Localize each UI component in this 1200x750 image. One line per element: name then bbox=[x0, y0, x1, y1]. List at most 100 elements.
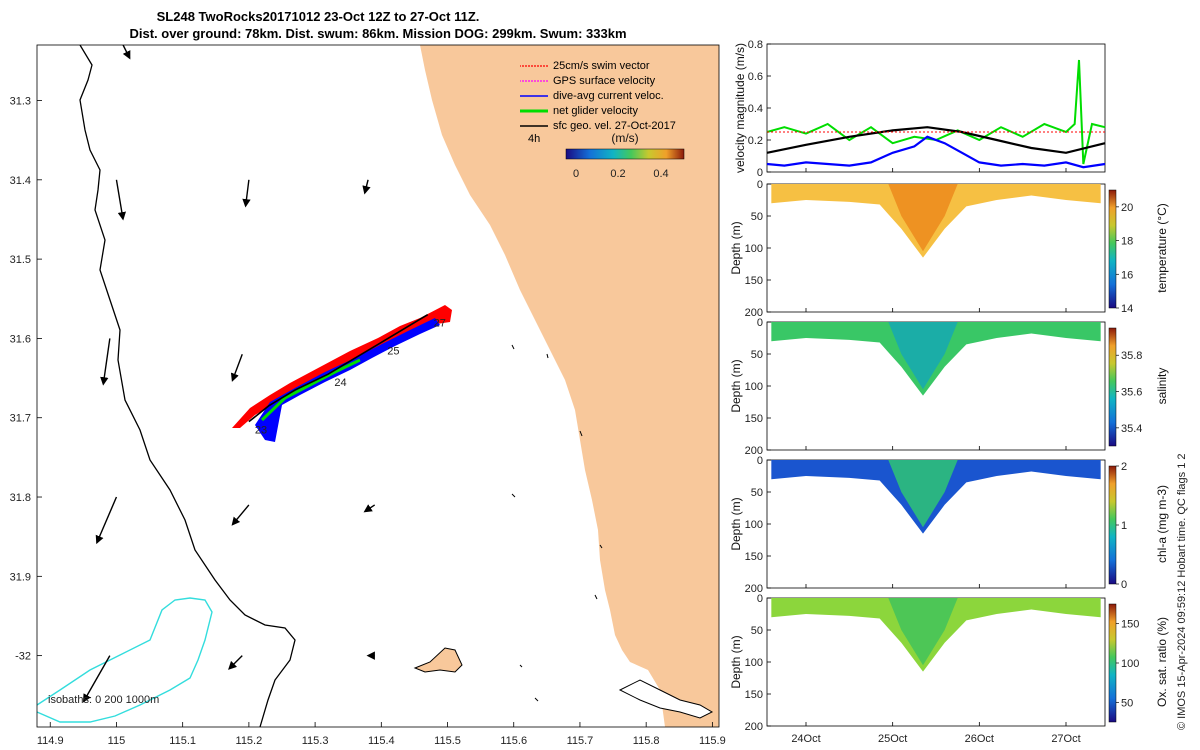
section-y-tick-label: 50 bbox=[751, 625, 763, 637]
speed-colorbar bbox=[565, 148, 685, 160]
section-y-tick-label: 0 bbox=[757, 455, 763, 467]
current-arrow bbox=[231, 504, 250, 526]
legend-gps-velocity: GPS surface velocity bbox=[520, 75, 656, 87]
legend-label: sfc geo. vel. 27-Oct-2017 bbox=[553, 120, 676, 132]
legend-sfc-geo: sfc geo. vel. 27-Oct-2017 bbox=[520, 120, 676, 132]
isobath-1000m bbox=[37, 597, 213, 723]
map-y-tick-label: 31.7 bbox=[10, 413, 31, 425]
track-day-label: 23 bbox=[255, 425, 267, 437]
colorbar-tick-label: 35.8 bbox=[1121, 350, 1142, 362]
velocity-ylabel: velocity magnitude (m/s) bbox=[733, 43, 747, 173]
current-arrow bbox=[230, 354, 243, 382]
map-x-tick-label: 115.2 bbox=[236, 735, 263, 747]
section-y-tick-label: 0 bbox=[757, 179, 763, 191]
land-area bbox=[420, 45, 719, 727]
colorbar-label: (m/s) bbox=[611, 131, 638, 145]
colorbar-tick-label: 50 bbox=[1121, 697, 1133, 709]
chart-title-line2: Dist. over ground: 78km. Dist. swum: 86k… bbox=[129, 26, 626, 41]
map-x-tick-label: 115.4 bbox=[368, 735, 395, 747]
section-core-feature bbox=[888, 598, 958, 666]
chart-title-line1: SL248 TwoRocks20171012 23-Oct 12Z to 27-… bbox=[157, 9, 480, 24]
section-ylabel: Depth (m) bbox=[729, 497, 743, 550]
footer-credit: © IMOS 15-Apr-2024 09:59:12 Hobart time.… bbox=[1176, 453, 1188, 730]
section-panel-chl-a: 0 50 100 150 200 Depth (m) 0 1 2 chl-a (mg m-3) bbox=[729, 455, 1169, 595]
track-day-label: 25 bbox=[387, 345, 399, 357]
map-x-tick-label: 115.5 bbox=[434, 735, 461, 747]
map-y-tick-label: 31.4 bbox=[10, 175, 31, 187]
time-axis: 24Oct 25Oct 26Oct 27Oct bbox=[791, 733, 1080, 745]
section-panel-oxygen: 0 50 100 150 200 Depth (m) 50 100 150 Ox. sat. ra… bbox=[729, 593, 1169, 733]
dive-avg-cloud bbox=[255, 318, 440, 442]
map-x-tick-label: 115 bbox=[108, 735, 126, 747]
map-y-tick-label: 31.5 bbox=[10, 254, 31, 266]
section-core-feature bbox=[888, 184, 958, 252]
section-colorbar bbox=[1108, 603, 1117, 723]
section-panel-salinity: 0 50 100 150 200 Depth (m) 35.4 35.6 35.8 salinit… bbox=[729, 317, 1169, 457]
velocity-y-tick-label: 0.6 bbox=[748, 71, 763, 83]
section-core-feature bbox=[888, 322, 958, 390]
colorbar-tick-label: 1 bbox=[1121, 520, 1127, 532]
section-y-tick-label: 100 bbox=[745, 519, 763, 531]
section-y-tick-label: 100 bbox=[745, 243, 763, 255]
section-y-tick-label: 0 bbox=[757, 317, 763, 329]
section-panel-temperature: 0 50 100 150 200 Depth (m) 14 16 18 20 temperature… bbox=[729, 179, 1169, 319]
section-colorbar bbox=[1108, 189, 1117, 309]
section-colorbar-label: temperature (°C) bbox=[1155, 203, 1169, 293]
track-line bbox=[248, 313, 429, 423]
section-ylabel: Depth (m) bbox=[729, 635, 743, 688]
island bbox=[413, 647, 463, 673]
map-legend: 25cm/s swim vector GPS surface velocity … bbox=[520, 60, 685, 180]
legend-label: net glider velocity bbox=[553, 105, 638, 117]
net-glider-track bbox=[260, 358, 361, 422]
map-x-tick-label: 115.1 bbox=[169, 735, 196, 747]
velocity-y-tick-label: 0.8 bbox=[748, 39, 763, 51]
section-y-tick-label: 50 bbox=[751, 487, 763, 499]
section-colorbar-label: Ox. sat. ratio (%) bbox=[1155, 617, 1169, 707]
colorbar-tick-label: 0 bbox=[1121, 579, 1127, 591]
map-x-axis: 114.9 115 115.1 115.2 115.3 115.4 115.5 115.6 11… bbox=[37, 722, 726, 747]
legend-label: GPS surface velocity bbox=[553, 75, 656, 87]
map-x-tick-label: 115.3 bbox=[302, 735, 329, 747]
colorbar-tick: 0.2 bbox=[610, 168, 625, 180]
map-y-tick-label: 31.8 bbox=[10, 492, 31, 504]
section-y-tick-label: 150 bbox=[745, 689, 763, 701]
time-tick-label: 25Oct bbox=[878, 733, 907, 745]
velocity-y-tick-label: 0 bbox=[757, 167, 763, 179]
section-ylabel: Depth (m) bbox=[729, 221, 743, 274]
colorbar-tick-label: 150 bbox=[1121, 619, 1139, 631]
colorbar-tick-label: 100 bbox=[1121, 658, 1139, 670]
map-y-tick-label: 31.3 bbox=[10, 96, 31, 108]
colorbar-tick: 0 bbox=[573, 168, 579, 180]
section-y-tick-label: 50 bbox=[751, 349, 763, 361]
velocity-series bbox=[766, 59, 1106, 169]
map-y-tick-label: 31.6 bbox=[10, 333, 31, 345]
current-arrows bbox=[83, 45, 376, 703]
section-y-tick-label: 100 bbox=[745, 657, 763, 669]
current-arrow bbox=[362, 179, 371, 195]
velocity-series-current bbox=[766, 135, 1106, 169]
map-y-axis: 31.3 31.4 31.5 31.6 31.7 31.8 31.9 -32 bbox=[10, 96, 42, 663]
current-arrow bbox=[95, 496, 118, 545]
current-arrow bbox=[122, 45, 131, 60]
current-arrow bbox=[242, 179, 251, 208]
track-day-label: 27 bbox=[434, 318, 446, 330]
map-y-tick-label: 31.9 bbox=[10, 571, 31, 583]
map-panel: 23 24 25 27 114.9 115 115.1 115.2 115.3 115.4 115… bbox=[10, 44, 726, 747]
section-colorbar bbox=[1108, 465, 1117, 585]
map-x-tick-label: 115.8 bbox=[633, 735, 660, 747]
section-y-tick-label: 50 bbox=[751, 211, 763, 223]
legend-swim-vector: 25cm/s swim vector bbox=[520, 60, 650, 72]
section-colorbar-label: salinity bbox=[1155, 368, 1169, 405]
map-x-tick-label: 115.7 bbox=[567, 735, 594, 747]
section-y-tick-label: 0 bbox=[757, 593, 763, 605]
section-y-tick-label: 150 bbox=[745, 275, 763, 287]
colorbar-tick: 0.4 bbox=[653, 168, 668, 180]
velocity-y-tick-label: 0.2 bbox=[748, 135, 763, 147]
current-arrow bbox=[363, 504, 376, 513]
track-day-label: 24 bbox=[334, 377, 346, 389]
section-y-tick-label: 150 bbox=[745, 413, 763, 425]
section-colorbar-label: chl-a (mg m-3) bbox=[1155, 485, 1169, 563]
velocity-panel: 0 0.2 0.4 0.6 0.8 velocity magnitude (m/s) bbox=[733, 39, 1106, 179]
